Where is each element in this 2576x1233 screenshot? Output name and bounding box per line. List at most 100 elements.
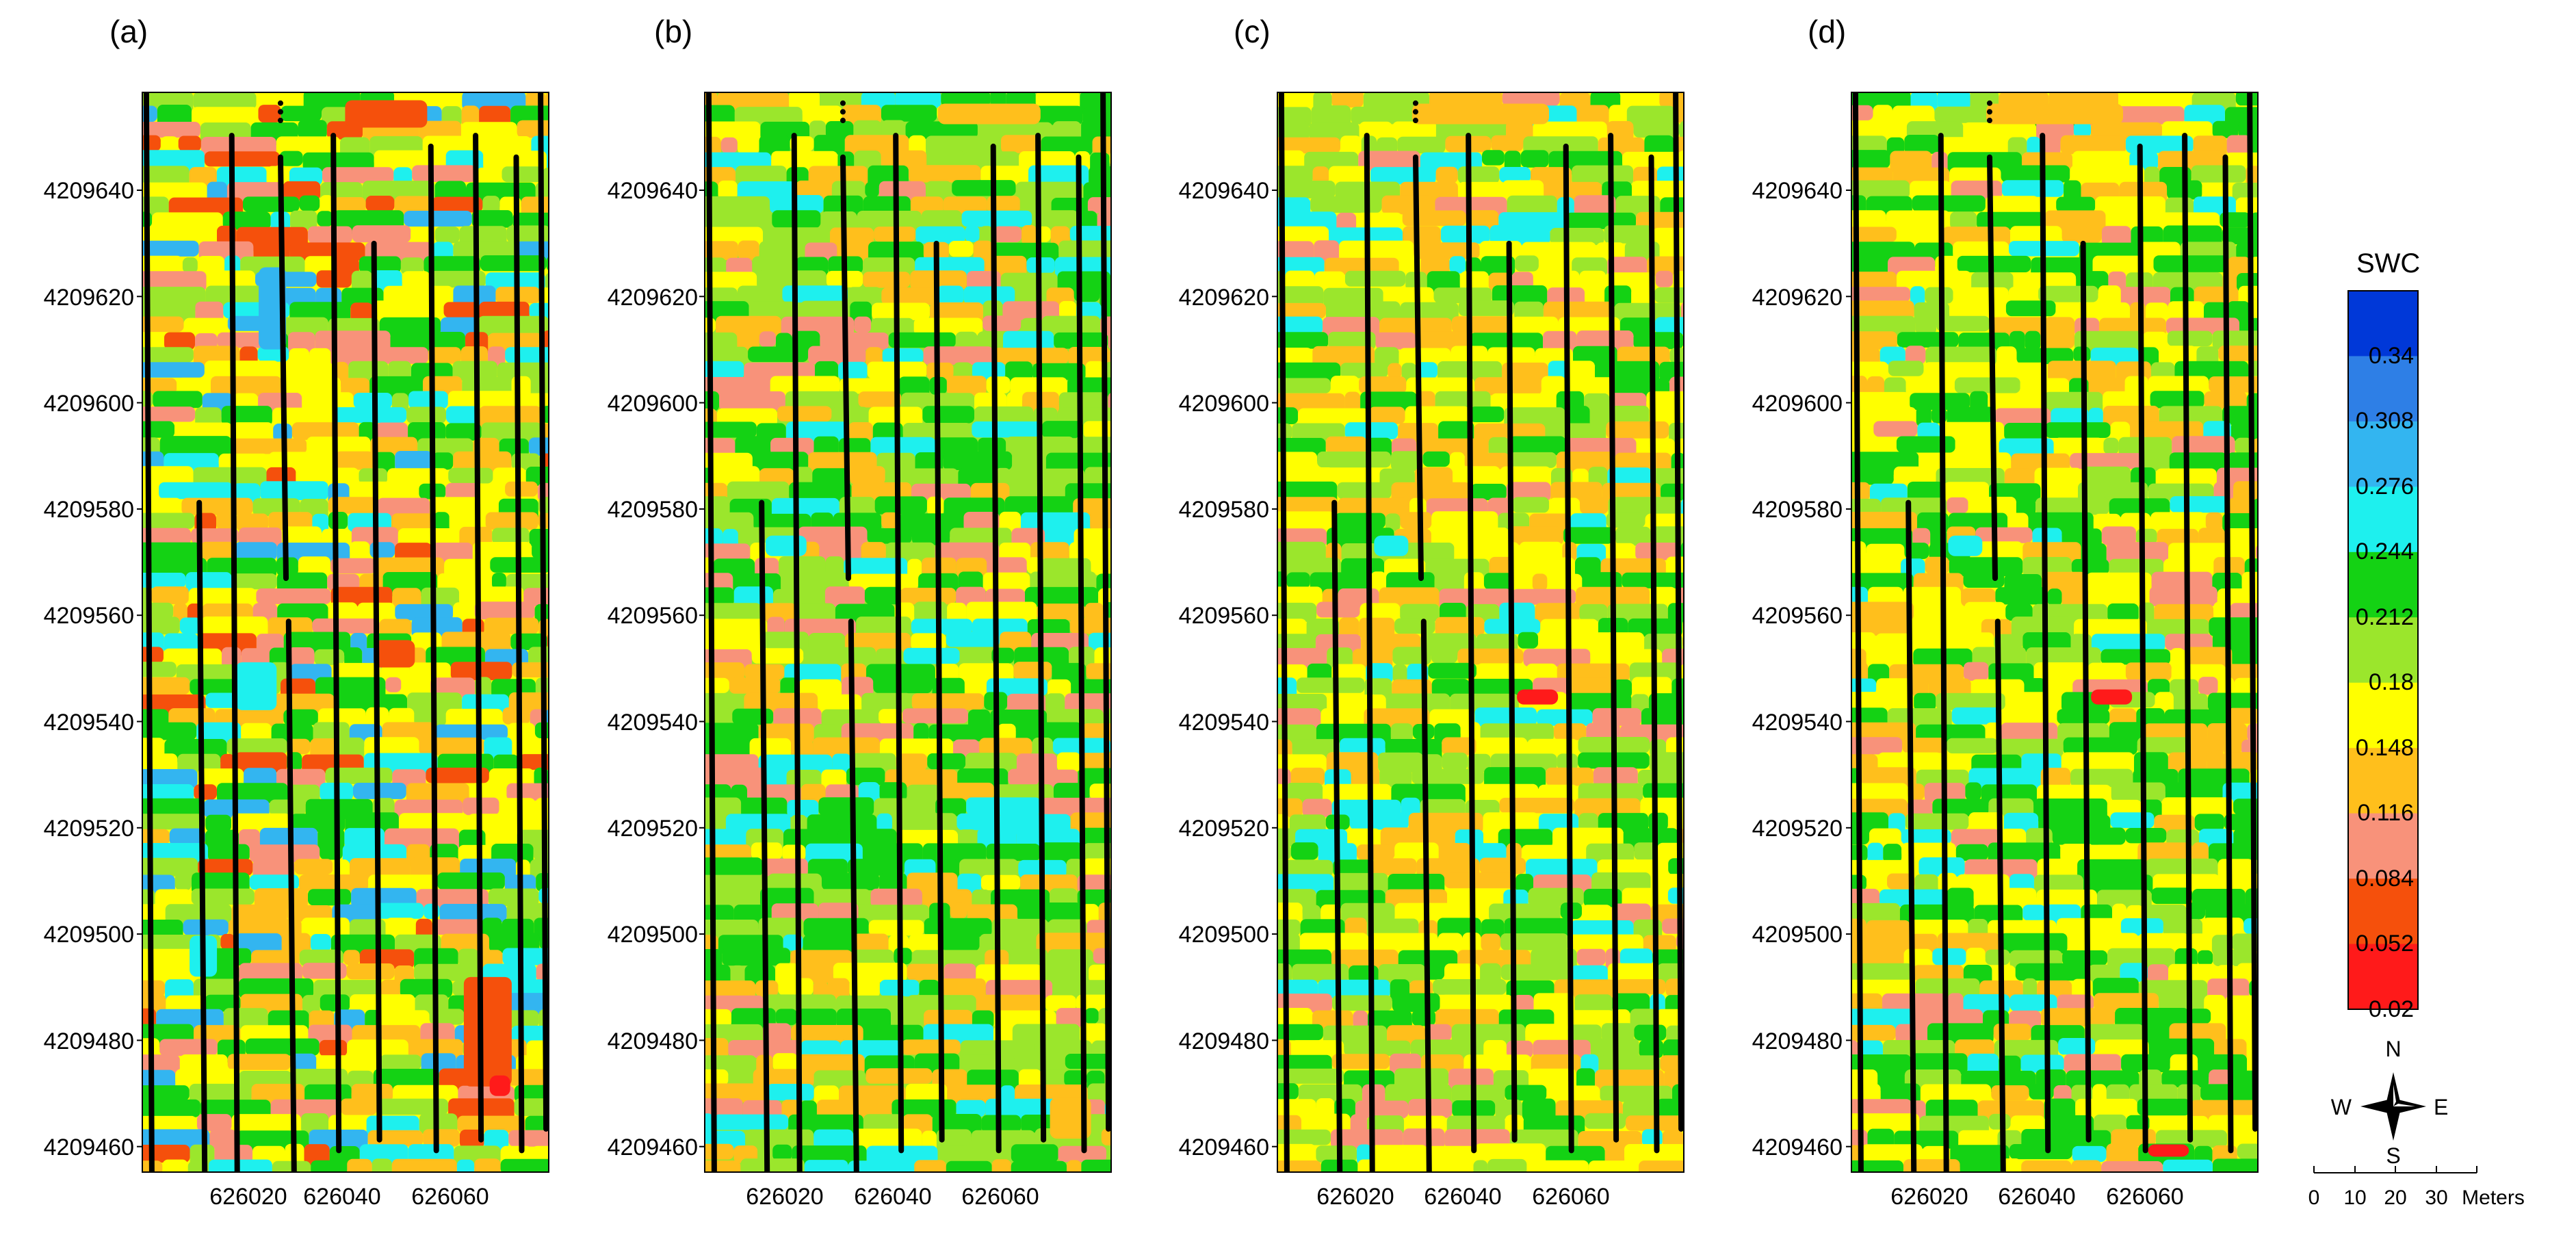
swc-patch: [1277, 602, 1317, 622]
map-frame: [142, 92, 549, 1173]
swc-patch: [522, 812, 548, 835]
swc-patch: [1310, 196, 1382, 213]
swc-patch: [462, 694, 509, 713]
swc-patch: [803, 935, 853, 954]
swc-patch: [1648, 812, 1668, 831]
legend-value: 0.18: [2369, 669, 2414, 695]
axis-ticks: [137, 190, 142, 1147]
swc-patch: [1991, 1085, 2029, 1101]
swc-patch: [2070, 453, 2144, 469]
swc-patch: [1110, 740, 1111, 752]
swc-patch: [2097, 890, 2152, 910]
swc-patch: [1083, 421, 1111, 439]
swc-patch: [850, 466, 885, 485]
swc-patch: [1861, 767, 1916, 787]
swc-patch: [142, 271, 207, 292]
swc-patch: [289, 242, 365, 261]
swc-patch: [502, 948, 549, 965]
swc-patch: [1085, 361, 1105, 381]
swc-patch: [772, 1053, 798, 1072]
swc-patch: [1420, 799, 1466, 817]
swc-patch: [717, 92, 790, 111]
x-tick-label: 626020: [1890, 1184, 1968, 1210]
swc-patch: [1032, 105, 1083, 125]
swc-patch: [1277, 1129, 1331, 1145]
swc-patch: [178, 135, 201, 152]
swc-patch: [1277, 137, 1340, 154]
swc-patch: [991, 1159, 1011, 1172]
swc-patch: [492, 528, 530, 545]
y-tick-label: 4209600: [1752, 391, 1843, 417]
swc-patch: [876, 813, 892, 832]
swc-patch: [1312, 166, 1329, 185]
swc-patch: [2238, 285, 2258, 304]
y-tick-label: 4209480: [1179, 1028, 1269, 1054]
swc-patch: [1388, 363, 1402, 379]
y-tick-label: 4209620: [1752, 285, 1843, 311]
swc-patch: [1474, 708, 1537, 727]
swc-patch: [1330, 376, 1359, 397]
swc-patch: [347, 1158, 372, 1172]
swc-patch: [211, 376, 282, 397]
swc-patch: [220, 933, 235, 950]
swc-patch: [168, 197, 244, 218]
swc-patch: [986, 376, 1011, 393]
swc-patch: [983, 315, 1022, 331]
swc-patch: [1032, 210, 1078, 231]
swc-patch: [1851, 331, 1897, 350]
swc-patch: [500, 1158, 549, 1172]
swc-patch: [1372, 858, 1417, 876]
swc-patch: [2008, 287, 2039, 303]
swc-patch: [1500, 933, 1569, 950]
swc-patch: [205, 692, 237, 708]
swc-patch: [2143, 451, 2170, 471]
swc-patch: [1851, 180, 1910, 199]
swc-patch: [1277, 166, 1313, 185]
swc-patch: [241, 723, 272, 739]
swc-patch: [1012, 1024, 1080, 1045]
x-tick-label: 626040: [854, 1184, 931, 1210]
swc-patch: [2137, 1098, 2191, 1116]
swc-patch: [759, 331, 776, 348]
legend-swatch: [2348, 421, 2418, 487]
swc-patch: [1277, 708, 1321, 729]
swc-patch: [208, 844, 250, 862]
y-tick-label: 4209520: [1752, 816, 1843, 842]
swc-patch: [705, 317, 716, 333]
swc-patch: [705, 421, 757, 438]
swc-patch: [1483, 573, 1513, 590]
swc-patch: [474, 1158, 501, 1172]
swc-patch: [1905, 346, 1926, 365]
swc-patch: [1047, 709, 1104, 727]
swc-patch: [1650, 904, 1684, 927]
swc-patch: [1106, 1145, 1111, 1165]
y-tick-label: 4209540: [1179, 710, 1269, 736]
swc-patch: [1903, 586, 1962, 610]
swc-patch: [881, 287, 937, 305]
swc-patch: [304, 256, 336, 272]
swc-patch: [2170, 496, 2228, 513]
swc-patch: [1680, 499, 1684, 518]
swc-patch: [804, 1160, 848, 1172]
swc-patch: [2191, 165, 2246, 183]
y-tick-label: 4209580: [1179, 497, 1269, 523]
swc-patch: [497, 362, 549, 382]
swc-patch: [2129, 1084, 2178, 1103]
swc-patch: [2040, 135, 2061, 158]
swc-patch: [705, 888, 760, 907]
swc-patch: [446, 406, 480, 424]
swc-patch: [1520, 150, 1549, 168]
swc-patch: [2091, 634, 2165, 652]
swc-patch: [302, 152, 374, 172]
swc-patch: [209, 1159, 272, 1172]
swc-patch: [1851, 874, 1867, 891]
swc-patch: [385, 918, 416, 939]
swc-patch: [1277, 859, 1333, 877]
swc-patch: [476, 168, 502, 187]
swc-patch: [2025, 330, 2041, 351]
swc-patch: [519, 754, 549, 770]
swc-patch: [1914, 692, 1936, 711]
swc-patch: [1404, 1115, 1447, 1132]
swc-patch: [1285, 270, 1315, 291]
swc-patch: [779, 556, 826, 574]
